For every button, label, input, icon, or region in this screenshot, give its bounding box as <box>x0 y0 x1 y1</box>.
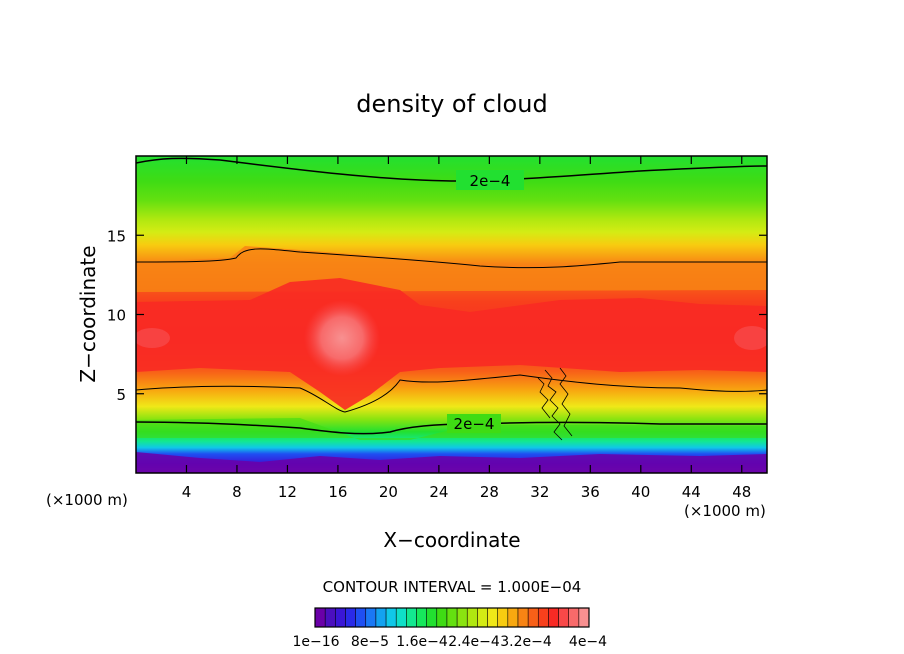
x-tick-label: 12 <box>278 483 297 501</box>
x-tick-label: 32 <box>530 483 549 501</box>
colorbar-swatch <box>375 607 387 628</box>
colorbar-swatch <box>334 607 346 628</box>
contour-label-bottom: 2e−4 <box>447 414 501 433</box>
contour-label-bottom-text: 2e−4 <box>454 415 495 433</box>
colorbar <box>314 607 590 628</box>
colorbar-swatch <box>517 607 529 628</box>
colorbar-label: 3.2e−4 <box>500 634 552 650</box>
colorbar-swatch <box>507 607 519 628</box>
core-red-region <box>136 278 767 410</box>
colorbar-label: 4e−4 <box>569 634 607 650</box>
x-tick-label: 8 <box>232 483 242 501</box>
x-tick-label: 44 <box>682 483 701 501</box>
colorbar-swatch <box>446 607 458 628</box>
colorbar-swatch <box>395 607 407 628</box>
x-tick-label: 4 <box>182 483 192 501</box>
x-tick-label: 36 <box>581 483 600 501</box>
colorbar-swatch <box>568 607 580 628</box>
colorbar-swatch <box>558 607 570 628</box>
colorbar-swatch <box>314 607 326 628</box>
colorbar-swatch <box>365 607 377 628</box>
colorbar-swatch <box>456 607 468 628</box>
x-tick-label: 20 <box>379 483 398 501</box>
y-tick-label: 10 <box>107 307 126 325</box>
contour-line-upper <box>136 248 767 269</box>
y-axis-label: Z−coordinate <box>76 245 100 382</box>
x-units-right: (×1000 m) <box>684 502 766 520</box>
colorbar-swatch <box>436 607 448 628</box>
colorbar-swatch <box>355 607 367 628</box>
colorbar-swatch <box>416 607 428 628</box>
colorbar-swatch <box>466 607 478 628</box>
colorbar-labels: 1e−16 8e−5 1.6e−4 2.4e−4 3.2e−4 4e−4 <box>292 634 607 650</box>
upper-orange-band <box>136 246 767 292</box>
colorbar-swatch <box>548 607 560 628</box>
base-purple-band <box>136 452 767 473</box>
left-core <box>136 328 170 348</box>
y-tick-label: 15 <box>107 227 126 245</box>
x-tick-label: 16 <box>328 483 347 501</box>
right-core <box>734 326 767 350</box>
colorbar-swatch <box>426 607 438 628</box>
contour-line-lower <box>136 374 767 413</box>
colorbar-label: 2.4e−4 <box>448 634 500 650</box>
colorbar-swatch <box>477 607 489 628</box>
colorbar-label: 1e−16 <box>292 634 339 650</box>
max-density-core <box>304 300 380 376</box>
noise-contours <box>537 367 573 441</box>
x-tick-label: 28 <box>480 483 499 501</box>
y-axis-ticks: 5 10 15 <box>107 227 767 404</box>
colorbar-swatch <box>345 607 357 628</box>
colorbar-swatch <box>497 607 509 628</box>
contour-label-top-text: 2e−4 <box>470 172 511 190</box>
x-axis-ticks: 4 8 12 16 20 24 28 32 36 40 44 48 <box>182 156 751 501</box>
colorbar-swatch <box>578 607 590 628</box>
x-units-left: (×1000 m) <box>46 491 128 509</box>
contour-line-top <box>136 157 767 182</box>
low-green-band <box>136 418 767 440</box>
colorbar-swatch <box>406 607 417 628</box>
contour-interval: CONTOUR INTERVAL = 1.000E−04 <box>323 578 582 596</box>
colorbar-swatch <box>324 607 336 628</box>
contour-line-bottom <box>136 421 767 435</box>
contour-label-top: 2e−4 <box>456 170 524 190</box>
colorbar-label: 8e−5 <box>351 634 389 650</box>
colorbar-swatch <box>527 607 539 628</box>
y-tick-label: 5 <box>116 386 126 404</box>
colorbar-swatch <box>537 607 549 628</box>
x-axis-label: X−coordinate <box>383 528 520 552</box>
chart-title: density of cloud <box>356 90 547 118</box>
x-tick-label: 48 <box>732 483 751 501</box>
colorbar-swatch <box>385 607 397 628</box>
x-tick-label: 24 <box>429 483 448 501</box>
x-tick-label: 40 <box>631 483 650 501</box>
colorbar-frame <box>314 607 590 628</box>
colorbar-swatch <box>487 607 499 628</box>
colorbar-label: 1.6e−4 <box>396 634 448 650</box>
